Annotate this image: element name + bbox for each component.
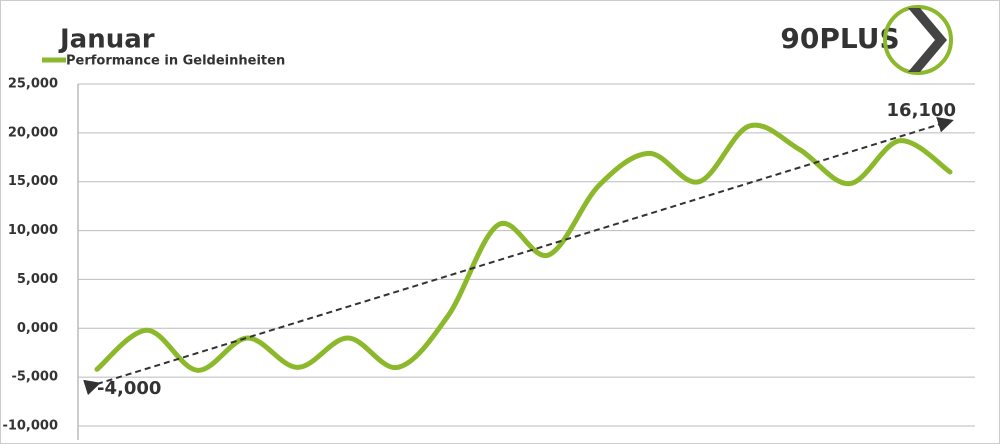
y-tick-label: 20,000 [8,125,58,140]
y-tick-label: 0,000 [17,321,58,336]
y-tick-label: 15,000 [8,174,58,189]
y-tick-label: 10,000 [8,223,58,238]
y-tick-label: 5,000 [17,272,58,287]
logo-x [908,8,947,72]
logo-ring [883,5,953,75]
y-tick-label: -10,000 [2,419,58,434]
y-tick-label: 25,000 [8,77,58,92]
annotation: -4,000 [97,378,161,399]
chart-title: Januar [58,25,155,55]
logo-text: 90PLUS [780,22,899,55]
legend-label: Performance in Geldeinheiten [66,54,285,69]
y-tick-label: -5,000 [11,370,58,385]
annotation: 16,100 [887,100,956,121]
trend-line [83,117,954,396]
